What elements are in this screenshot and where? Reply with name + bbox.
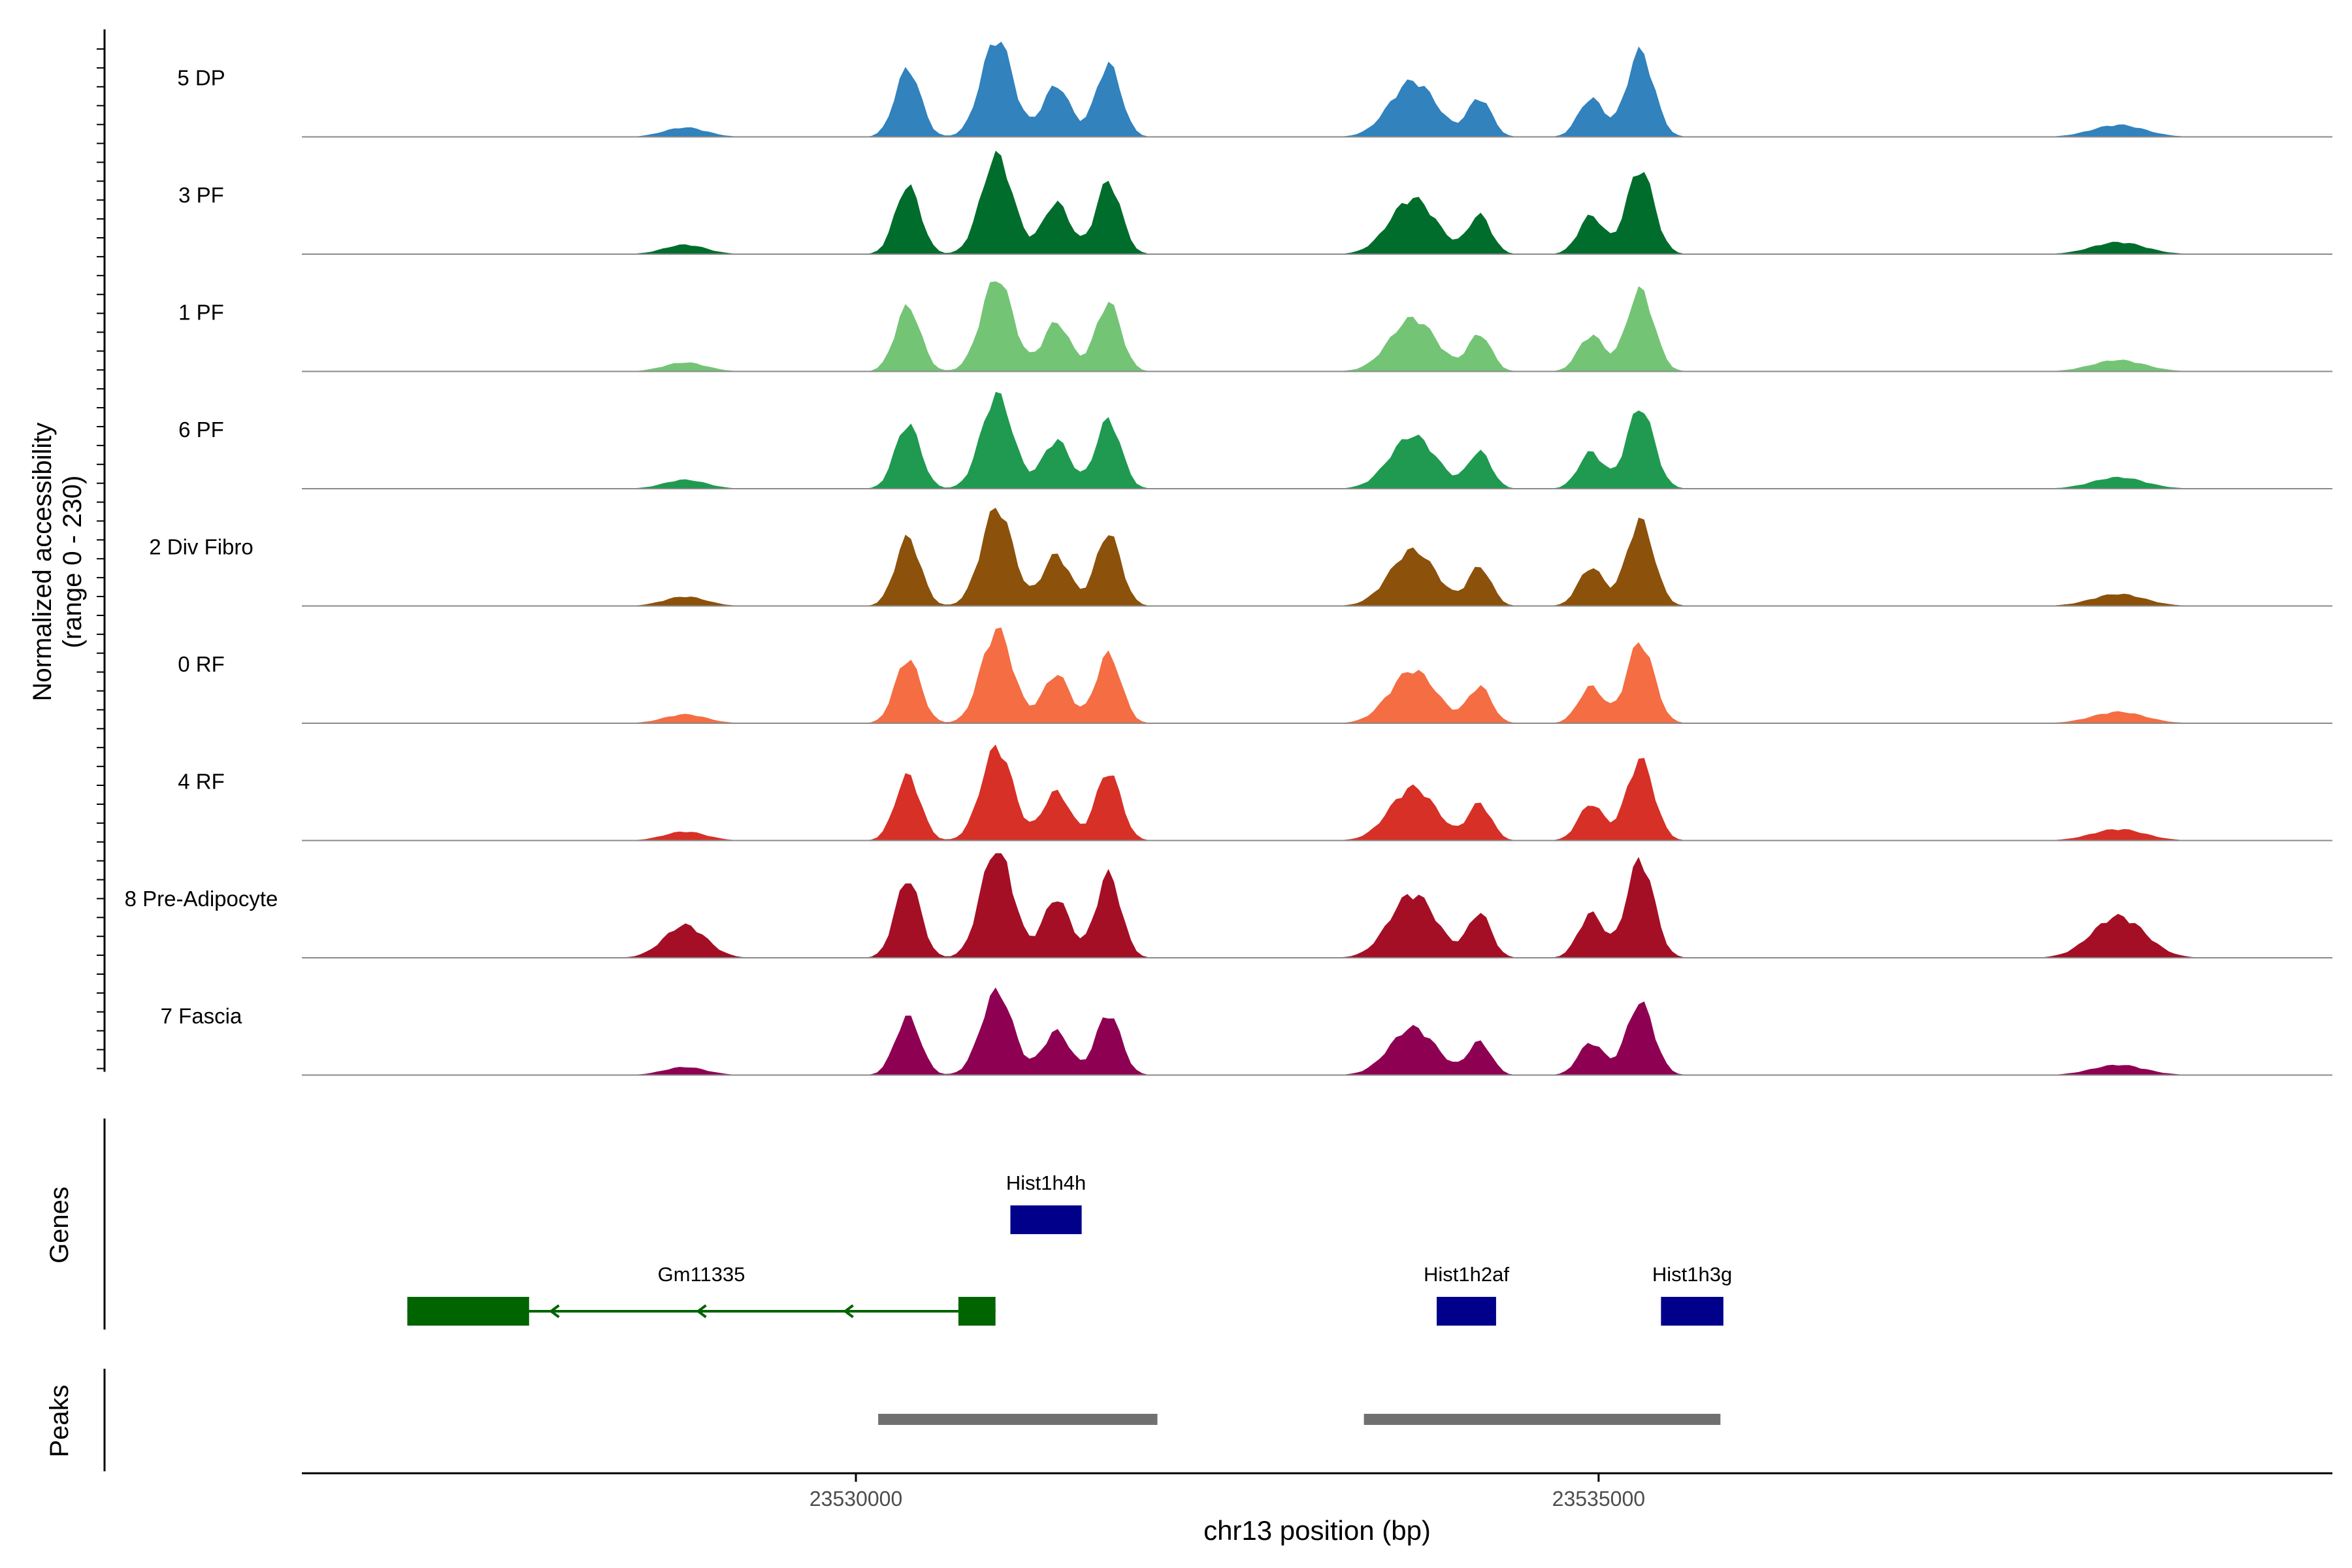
gene-label: Hist1h2af xyxy=(1424,1263,1509,1286)
y-axis-label-range: (range 0 - 230) xyxy=(58,476,87,649)
gene-exon xyxy=(958,1297,996,1326)
coverage-area xyxy=(302,281,2332,372)
peaks-track-label: Peaks xyxy=(45,1384,74,1457)
x-axis-label: chr13 position (bp) xyxy=(1203,1515,1431,1546)
coverage-area xyxy=(302,41,2332,137)
peaks-track xyxy=(103,1369,1721,1471)
track-label: 3 PF xyxy=(178,183,224,207)
x-axis: 23530000 23535000 xyxy=(302,1472,2332,1511)
coverage-track: 7 Fascia xyxy=(161,987,2332,1076)
track-label: 0 RF xyxy=(178,652,225,676)
gene-exon xyxy=(407,1297,529,1326)
coverage-track: 1 PF xyxy=(178,281,2332,372)
gene-model: Hist1h2af xyxy=(1424,1263,1509,1326)
coverage-track: 4 RF xyxy=(178,744,2332,841)
coverage-area xyxy=(302,627,2332,723)
coverage-area xyxy=(302,987,2332,1075)
coverage-track: 5 DP xyxy=(177,41,2332,138)
coverage-track: 6 PF xyxy=(178,391,2332,489)
coverage-track: 3 PF xyxy=(178,150,2332,255)
gene-model: Hist1h4h xyxy=(1006,1171,1086,1234)
genes-track-label: Genes xyxy=(45,1186,74,1264)
genes-track: Hist1h4h Gm11335 Hist1h2af Hist1h3g xyxy=(103,1119,1732,1330)
track-label: 5 DP xyxy=(177,66,225,90)
strand-arrow-icon xyxy=(696,1304,707,1318)
gene-label: Hist1h4h xyxy=(1006,1171,1086,1194)
coverage-area xyxy=(302,508,2332,606)
gene-label: Hist1h3g xyxy=(1652,1263,1732,1286)
track-label: 7 Fascia xyxy=(161,1004,242,1028)
strand-arrow-icon xyxy=(549,1304,560,1318)
strand-arrow-icon xyxy=(843,1304,854,1318)
coverage-area xyxy=(302,744,2332,841)
track-label: 2 Div Fibro xyxy=(149,535,253,559)
track-label: 6 PF xyxy=(178,417,224,442)
gene-model: Hist1h3g xyxy=(1652,1263,1732,1326)
coverage-track: 8 Pre-Adipocyte xyxy=(125,853,2332,958)
coverage-area xyxy=(302,150,2332,254)
x-tick-label: 23530000 xyxy=(809,1487,902,1511)
coverage-tracks: 5 DP 3 PF 1 PF 6 PF 2 Div Fibro 0 RF 4 RF 8 Pre… xyxy=(97,29,2332,1076)
gene-model: Gm11335 xyxy=(407,1263,996,1326)
gene-label: Gm11335 xyxy=(658,1263,745,1286)
gene-exon xyxy=(1010,1205,1082,1234)
coverage-track: 0 RF xyxy=(178,627,2332,724)
gene-exon xyxy=(1437,1297,1496,1326)
gene-exon xyxy=(1661,1297,1723,1326)
track-label: 4 RF xyxy=(178,770,225,794)
track-label: 1 PF xyxy=(178,301,224,325)
peak-region xyxy=(1364,1414,1721,1425)
coverage-track: 2 Div Fibro xyxy=(149,508,2332,607)
track-label: 8 Pre-Adipocyte xyxy=(125,887,278,911)
coverage-area xyxy=(302,391,2332,489)
y-axis-label: Normalized accessibility xyxy=(28,423,57,702)
peak-region xyxy=(878,1414,1158,1425)
coverage-area xyxy=(302,853,2332,958)
x-tick-label: 23535000 xyxy=(1552,1487,1645,1511)
